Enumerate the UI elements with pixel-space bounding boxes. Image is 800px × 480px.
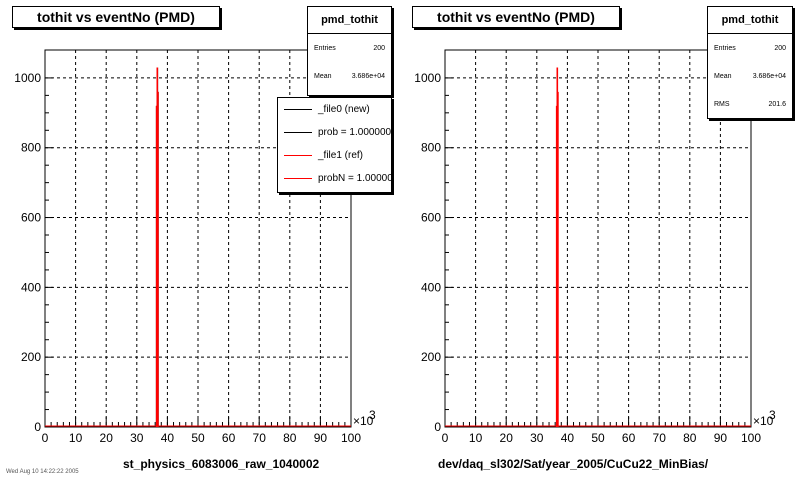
x-axis-exponent-power: 3 (369, 408, 376, 422)
legend-line-black (284, 109, 312, 110)
right-stats-row-rms: RMS 201.6 (708, 90, 792, 118)
x-tick-label: 50 (191, 431, 205, 445)
right-pad: 0 10 20 30 40 50 60 70 80 90 100 0 200 400 600 800 1000 ×… (400, 0, 800, 480)
x-tick-label: 70 (653, 431, 667, 445)
right-stats-value: 3.686e+04 (752, 72, 786, 80)
right-stats-name: pmd_tothit (708, 7, 792, 34)
x-tick-label: 20 (100, 431, 114, 445)
y-tick-label: 1000 (414, 71, 441, 85)
legend-line-red (284, 178, 312, 179)
right-stats-label: RMS (714, 100, 730, 108)
left-legend: _file0 (new) prob = 1.000000 _file1 (ref… (277, 97, 392, 193)
left-x-axis-title: st_physics_6083006_raw_1040002 (123, 457, 320, 471)
legend-label: _file1 (ref) (318, 150, 364, 161)
x-axis-exponent: ×10 (753, 414, 774, 428)
legend-line-black (284, 132, 312, 133)
x-tick-label: 50 (591, 431, 605, 445)
y-tick-label: 200 (421, 350, 441, 364)
legend-entry: probN = 1.000000 (278, 167, 391, 190)
left-stats-label: Mean (314, 72, 332, 80)
legend-label: probN = 1.000000 (318, 173, 392, 184)
legend-label: _file0 (new) (318, 104, 370, 115)
y-tick-label: 600 (421, 211, 441, 225)
x-tick-label: 100 (341, 431, 361, 445)
legend-label: prob = 1.000000 (318, 127, 392, 138)
y-tick-label: 200 (21, 350, 41, 364)
left-chart-title: tothit vs eventNo (PMD) (12, 6, 220, 28)
y-tick-label: 800 (21, 141, 41, 155)
left-stats-value: 200 (373, 44, 385, 52)
y-tick-label: 400 (421, 280, 441, 294)
right-x-axis-title: dev/daq_sl302/Sat/year_2005/CuCu22_MinBi… (438, 457, 709, 471)
legend-entry: prob = 1.000000 (278, 121, 391, 144)
y-tick-label: 1000 (14, 71, 41, 85)
y-tick-label: 400 (21, 280, 41, 294)
x-tick-label: 100 (741, 431, 761, 445)
right-stats-value: 200 (774, 44, 786, 52)
left-pad: 0 10 20 30 40 50 60 70 80 90 100 0 200 400 600 800 1000 ×… (12, 6, 392, 471)
y-tick-label: 600 (21, 211, 41, 225)
x-axis-exponent-power: 3 (769, 408, 776, 422)
x-tick-label: 0 (42, 431, 49, 445)
x-axis-exponent: ×10 (353, 414, 374, 428)
left-stats-name: pmd_tothit (308, 7, 391, 34)
left-stats-row-mean: Mean 3.686e+04 (308, 62, 391, 90)
footer-timestamp: Wed Aug 10 14:22:22 2005 (6, 469, 79, 475)
x-tick-label: 20 (500, 431, 514, 445)
x-tick-label: 10 (469, 431, 483, 445)
x-tick-label: 80 (683, 431, 697, 445)
legend-line-red (284, 155, 312, 156)
left-stats-box: pmd_tothit Entries 200 Mean 3.686e+04 (307, 6, 392, 96)
right-stats-row-mean: Mean 3.686e+04 (708, 62, 792, 90)
right-chart-title: tothit vs eventNo (PMD) (412, 6, 620, 28)
right-stats-label: Mean (714, 72, 732, 80)
x-tick-label: 40 (561, 431, 575, 445)
right-stats-row-entries: Entries 200 (708, 34, 792, 62)
left-stats-value: 3.686e+04 (351, 72, 385, 80)
left-chart: 0 10 20 30 40 50 60 70 80 90 10002004006008001000×… (14, 49, 376, 445)
x-tick-label: 10 (69, 431, 83, 445)
right-stats-box: pmd_tothit Entries 200 Mean 3.686e+04 RM… (707, 6, 793, 119)
legend-entry: _file1 (ref) (278, 144, 391, 167)
x-tick-label: 60 (222, 431, 236, 445)
x-tick-label: 80 (283, 431, 297, 445)
x-tick-label: 40 (161, 431, 175, 445)
x-tick-label: 30 (130, 431, 144, 445)
x-tick-label: 30 (530, 431, 544, 445)
right-stats-value: 201.6 (768, 100, 786, 108)
left-stats-row-entries: Entries 200 (308, 34, 391, 62)
x-tick-label: 0 (442, 431, 449, 445)
y-tick-label: 0 (434, 420, 441, 434)
legend-entry: _file0 (new) (278, 98, 391, 121)
y-tick-label: 800 (421, 141, 441, 155)
x-tick-label: 70 (253, 431, 267, 445)
right-stats-label: Entries (714, 44, 736, 52)
x-tick-label: 90 (714, 431, 728, 445)
x-tick-label: 60 (622, 431, 636, 445)
x-tick-label: 90 (314, 431, 328, 445)
left-stats-label: Entries (314, 44, 336, 52)
y-tick-label: 0 (34, 420, 41, 434)
